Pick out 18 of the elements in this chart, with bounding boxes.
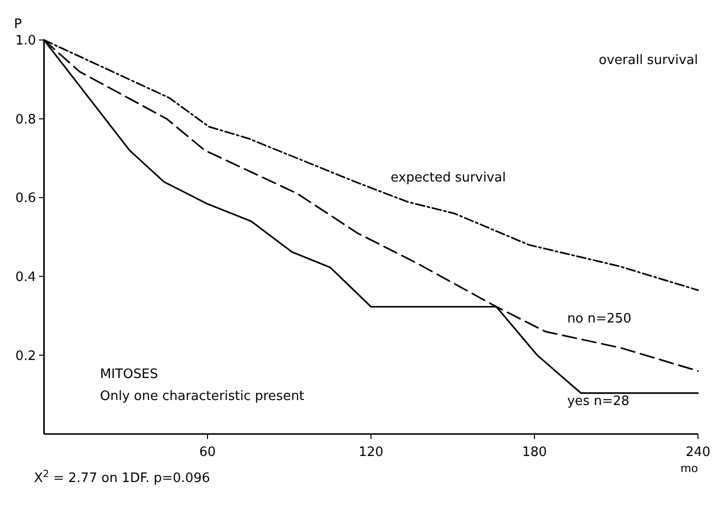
x-axis-title: mo (680, 462, 698, 475)
y-tick-label: 0.2 (15, 348, 36, 364)
annotation: MITOSES (100, 367, 158, 382)
x-tick-label: 60 (199, 445, 216, 460)
y-tick-label: 0.6 (15, 191, 36, 206)
series-label: no n=250 (567, 311, 632, 326)
y-tick-label: 0.4 (15, 270, 36, 285)
text: X$^{2}$ = 2.77 on 1DF. p=0.096 (34, 468, 210, 486)
y-axis-title: P (14, 17, 22, 32)
annotation: Only one characteristic present (100, 389, 304, 404)
x-tick-label: 180 (522, 445, 547, 460)
y-tick-label: 0.8 (15, 112, 36, 128)
x-tick-label: 120 (358, 445, 384, 460)
annotation: overall survival (598, 53, 698, 68)
y-tick-label: 1.0 (15, 34, 36, 49)
series-label: yes n=28 (567, 394, 630, 410)
series-label: expected survival (390, 170, 506, 186)
x-tick-label: 240 (686, 445, 710, 460)
